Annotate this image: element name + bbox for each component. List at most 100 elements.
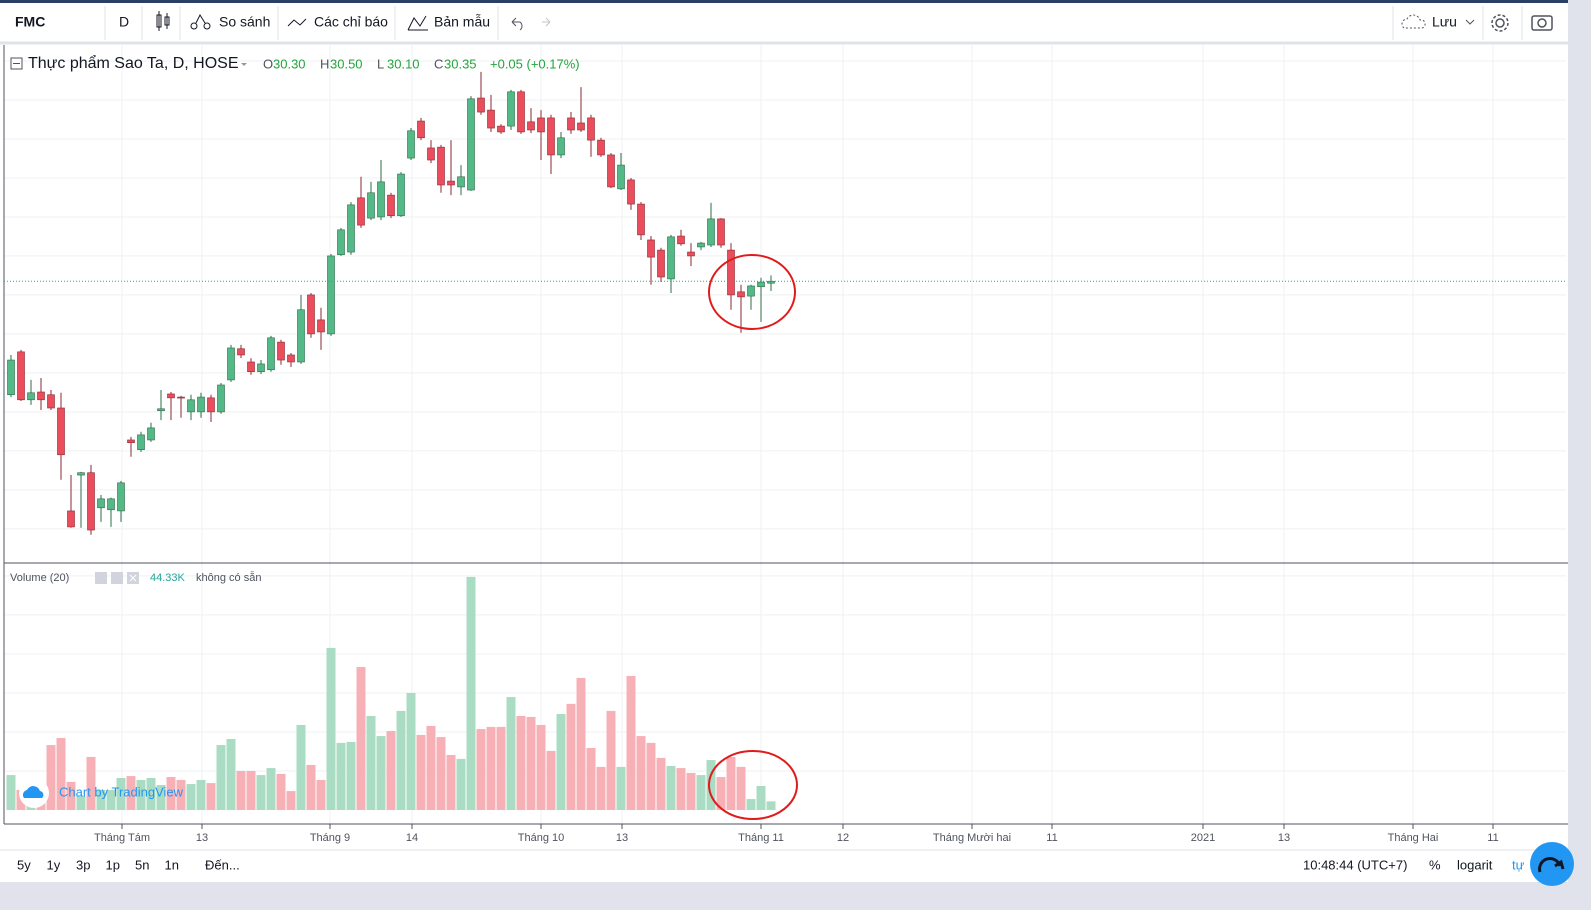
toolbar-dividers xyxy=(104,6,1523,40)
interval[interactable]: D xyxy=(119,14,129,30)
range-button[interactable]: 5y xyxy=(17,857,31,872)
volume-bar xyxy=(276,773,286,810)
goto-date[interactable]: Đến... xyxy=(205,857,240,872)
volume-bar xyxy=(96,789,106,810)
range-button[interactable]: 1n xyxy=(165,857,179,872)
top-border xyxy=(0,0,1591,3)
percent-toggle[interactable]: % xyxy=(1429,857,1441,872)
ohlc-label: H xyxy=(320,56,329,71)
candle-icon[interactable] xyxy=(156,11,170,31)
volume-bar xyxy=(446,754,456,810)
candle-body xyxy=(757,281,765,288)
candle-body xyxy=(447,180,455,186)
volume-bar xyxy=(206,783,216,810)
candle-body xyxy=(37,391,45,401)
volume-bar xyxy=(726,756,736,810)
watermark[interactable]: Chart by TradingView xyxy=(59,784,184,799)
range-button[interactable]: 1y xyxy=(47,857,61,872)
templates[interactable]: Bản mẫu xyxy=(434,14,490,30)
candle-body xyxy=(627,179,635,205)
candle-body xyxy=(567,117,575,131)
candle-body xyxy=(497,125,505,133)
volume-bar xyxy=(296,724,306,810)
candle-body xyxy=(127,439,135,443)
candle-body xyxy=(597,139,605,156)
volume-bar xyxy=(126,776,136,810)
candle-body xyxy=(277,341,285,361)
candle-body xyxy=(667,236,675,280)
tv-logo[interactable] xyxy=(1530,842,1574,886)
volume-bar xyxy=(666,765,676,810)
candle-body xyxy=(287,354,295,363)
cloud-icon[interactable] xyxy=(1401,14,1426,29)
candle-body xyxy=(107,498,115,511)
volume-bar xyxy=(546,750,556,810)
indicators-icon[interactable] xyxy=(287,18,307,27)
watermark-logo[interactable] xyxy=(22,786,44,798)
volume-bar xyxy=(626,675,636,810)
volume-bar xyxy=(256,775,266,810)
range-button[interactable]: 3p xyxy=(76,857,90,872)
indicators[interactable]: Các chỉ báo xyxy=(314,14,388,30)
save-menu[interactable] xyxy=(1465,19,1475,25)
snapshot-icon[interactable] xyxy=(1531,15,1553,31)
volume-bar xyxy=(696,775,706,810)
volume-bar xyxy=(706,760,716,810)
auto-toggle[interactable]: tự xyxy=(1512,857,1525,872)
candle-body xyxy=(557,137,565,156)
save[interactable]: Lưu xyxy=(1432,14,1457,30)
candle-body xyxy=(737,291,745,298)
candle-body xyxy=(97,498,105,509)
ohlc-legend: O 30.30 H 30.50 L 30.10 C 30.35 xyxy=(263,56,477,71)
redo[interactable] xyxy=(542,17,551,27)
x-tick-label: Tháng Mười hai xyxy=(933,832,1011,844)
side xyxy=(1568,0,1591,905)
volume-bar xyxy=(6,775,16,810)
volume-bar xyxy=(76,795,86,810)
volume-bar xyxy=(596,766,606,810)
candle-body xyxy=(327,255,335,335)
symbol[interactable]: FMC xyxy=(15,14,45,30)
candle-body xyxy=(207,397,215,413)
volume-bar xyxy=(246,770,256,810)
candle-body xyxy=(317,319,325,333)
compare[interactable]: So sánh xyxy=(219,14,270,30)
candle-body xyxy=(767,280,775,284)
volume-bar xyxy=(506,697,516,810)
undo[interactable] xyxy=(511,17,523,31)
x-tick-label: Tháng Tám xyxy=(94,832,150,844)
volume-bar xyxy=(536,724,546,810)
candle-body xyxy=(227,347,235,381)
title-menu[interactable] xyxy=(241,63,247,66)
settings-icon[interactable] xyxy=(1491,14,1509,32)
candle-body xyxy=(457,176,465,188)
range-button[interactable]: 1p xyxy=(106,857,120,872)
x-tick-label: 2021 xyxy=(1191,832,1215,844)
candle-body xyxy=(527,121,535,131)
volume-status: không có sẵn xyxy=(196,571,261,584)
candle-body xyxy=(257,363,265,373)
candle-body xyxy=(27,392,35,401)
volume-bar xyxy=(616,766,626,810)
volume-bar xyxy=(466,576,476,810)
range-button[interactable]: 5n xyxy=(135,857,149,872)
x-tick-label: Tháng Hai xyxy=(1388,832,1439,844)
candle-body xyxy=(407,130,415,159)
time-axis: Tháng Tám 13 Tháng 9 14 Tháng 10 13 Tháng 11 12… xyxy=(94,824,1499,844)
ohlc-label: L xyxy=(377,56,384,71)
marks xyxy=(4,71,1566,810)
volume-bar xyxy=(686,772,696,810)
compare-icon[interactable] xyxy=(190,13,211,30)
candle-body xyxy=(637,203,645,236)
log-toggle[interactable]: logarit xyxy=(1457,857,1493,872)
volume-controls[interactable] xyxy=(95,572,139,584)
candle-body xyxy=(547,117,555,156)
volume-bar xyxy=(66,781,76,810)
volume-bar xyxy=(356,667,366,810)
volume-bar xyxy=(366,715,376,810)
candle-body xyxy=(267,337,275,371)
volume-bar xyxy=(286,791,296,810)
templates-icon[interactable] xyxy=(407,15,428,31)
candle-body xyxy=(47,394,55,409)
